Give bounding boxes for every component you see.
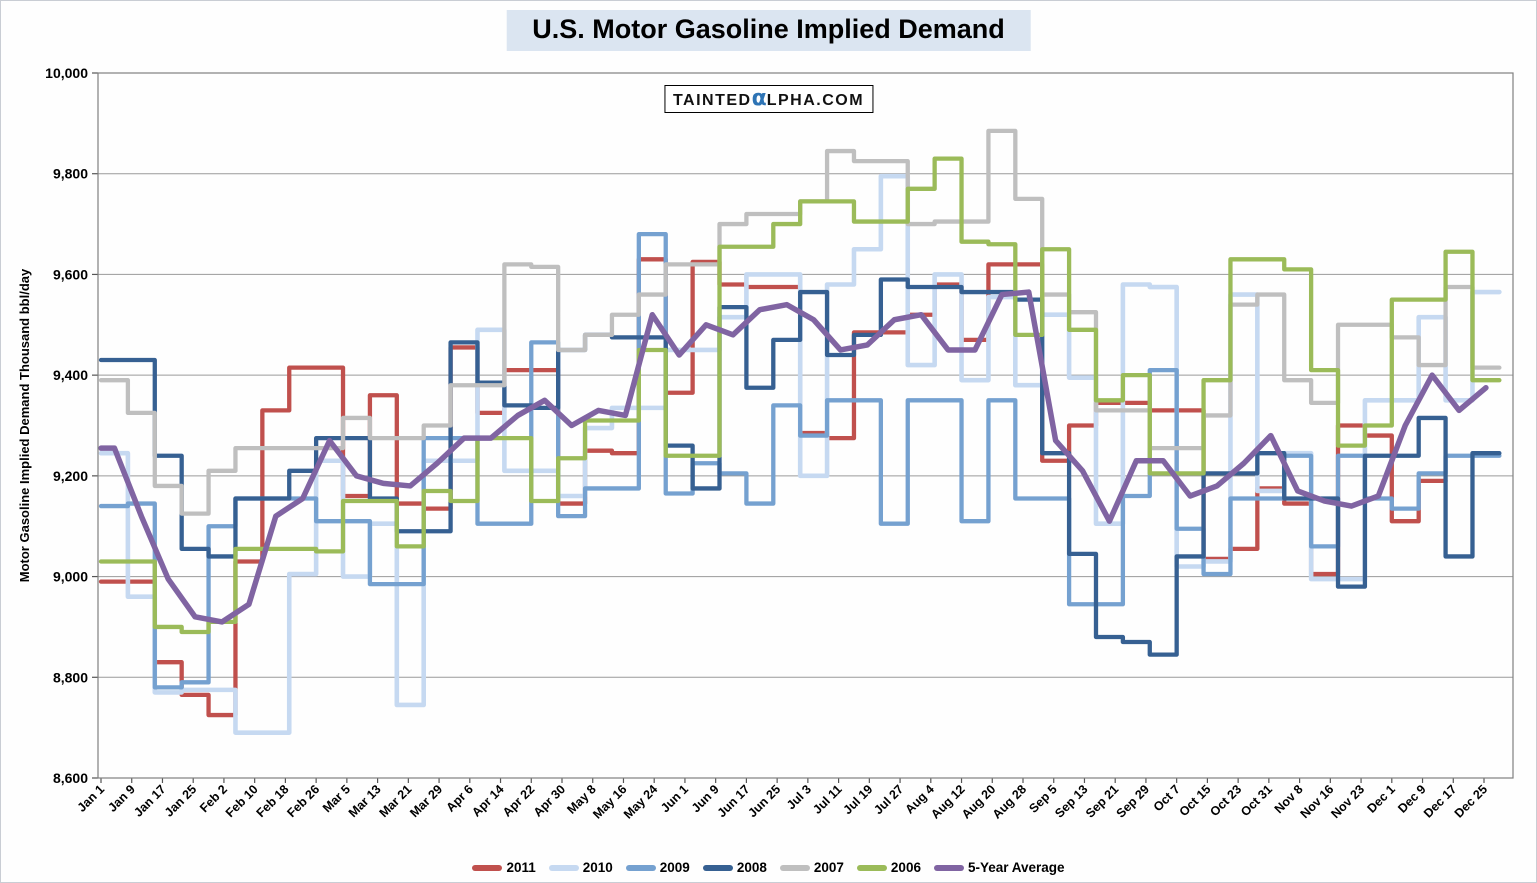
- y-axis-tick-label: 9,000: [53, 569, 88, 585]
- legend-item-2008: 2008: [702, 860, 767, 875]
- x-axis-tick-label: Mar 13: [346, 782, 384, 820]
- chart-legend: 2011 2010 2009 2008 2007 2006 5-Year Average: [1, 860, 1536, 875]
- legend-label: 2008: [736, 860, 767, 875]
- x-axis-tick-label: Apr 22: [500, 782, 537, 819]
- y-axis-tick-label: 9,400: [53, 367, 88, 383]
- x-axis-tick-label: Jul 3: [784, 782, 814, 812]
- x-axis-tick-label: Nov 16: [1298, 782, 1337, 821]
- watermark-alpha-icon: α: [751, 86, 767, 111]
- x-axis-tick-label: Jun 25: [745, 782, 783, 820]
- legend-swatch-icon: [625, 864, 656, 871]
- y-axis-tick-label: 9,800: [53, 166, 88, 182]
- x-axis-tick-label: Feb 18: [254, 782, 292, 820]
- x-axis-tick-label: Apr 14: [469, 782, 506, 819]
- series-line-5-year-average: [98, 289, 1489, 625]
- x-axis-tick-label: Sep 13: [1052, 782, 1090, 820]
- y-axis-tick-label: 10,000: [45, 65, 88, 81]
- legend-item-2009: 2009: [625, 860, 690, 875]
- legend-label: 2006: [890, 860, 921, 875]
- legend-swatch-icon: [702, 864, 733, 871]
- x-axis-tick-label: May 24: [621, 782, 660, 821]
- x-axis-tick-label: Oct 23: [1207, 782, 1244, 819]
- legend-swatch-icon: [472, 864, 503, 871]
- x-axis-tick-label: Jun 17: [715, 782, 753, 820]
- x-axis-tick-label: Jul 11: [810, 782, 845, 817]
- x-axis-tick-label: Dec 17: [1421, 782, 1459, 820]
- legend-swatch-icon: [548, 864, 579, 871]
- x-axis-tick-label: Nov 23: [1328, 782, 1367, 821]
- legend-item-2010: 2010: [548, 860, 613, 875]
- plot-border: [97, 72, 1514, 779]
- x-axis-tick-label: Oct 15: [1177, 782, 1214, 819]
- y-axis-tick-label: 9,200: [53, 468, 88, 484]
- series-line-2006: [98, 156, 1502, 635]
- legend-label: 2009: [659, 860, 690, 875]
- x-axis-tick-label: Jan 25: [162, 782, 199, 819]
- y-axis-tick-label: 9,600: [53, 266, 88, 282]
- watermark-post: LPHA.COM: [766, 92, 865, 109]
- y-axis-tick-label: 8,800: [53, 669, 88, 685]
- x-axis-tick-label: Oct 31: [1238, 782, 1275, 819]
- legend-item-2006: 2006: [856, 860, 921, 875]
- x-axis-tick-label: Jun 1: [658, 782, 691, 815]
- x-axis-tick-label: Jul 27: [871, 782, 906, 817]
- legend-label: 2010: [582, 860, 613, 875]
- x-axis-tick-label: Dec 25: [1452, 782, 1490, 820]
- x-axis-tick-label: Feb 10: [223, 782, 261, 820]
- legend-item-5-year-average: 5-Year Average: [933, 860, 1065, 875]
- watermark: TAINTEDαLPHA.COM: [663, 85, 874, 113]
- x-axis-tick-label: Jul 19: [840, 782, 875, 817]
- chart-title-band: U.S. Motor Gasoline Implied Demand: [506, 10, 1031, 51]
- legend-label: 2007: [813, 860, 844, 875]
- legend-item-2007: 2007: [779, 860, 844, 875]
- watermark-pre: TAINTED: [672, 92, 752, 109]
- chart-title: U.S. Motor Gasoline Implied Demand: [532, 14, 1005, 44]
- x-axis-tick-label: Mar 29: [407, 782, 445, 820]
- legend-swatch-icon: [933, 864, 964, 871]
- x-axis-tick-label: Dec 1: [1364, 782, 1398, 816]
- legend-label: 5-Year Average: [967, 860, 1065, 875]
- legend-swatch-icon: [779, 864, 810, 871]
- x-axis-tick-label: Aug 28: [990, 782, 1029, 821]
- x-axis-tick-label: Sep 29: [1114, 782, 1152, 820]
- legend-swatch-icon: [856, 864, 887, 871]
- x-axis-tick-label: Sep 21: [1083, 782, 1121, 820]
- x-axis-tick-label: Apr 30: [531, 782, 568, 819]
- series-line-2008: [98, 277, 1502, 657]
- legend-item-2011: 2011: [472, 860, 536, 875]
- x-axis-tick-label: Feb 26: [284, 782, 322, 820]
- x-axis-tick-label: Jan 1: [75, 782, 108, 815]
- y-axis-tick-label: 8,600: [53, 770, 88, 786]
- x-axis-tick-label: Mar 21: [377, 782, 415, 820]
- x-axis-tick-label: Jan 17: [131, 782, 168, 819]
- legend-label: 2011: [506, 860, 536, 875]
- y-axis-title: Motor Gasoline Implied Demand Thousand b…: [17, 268, 32, 582]
